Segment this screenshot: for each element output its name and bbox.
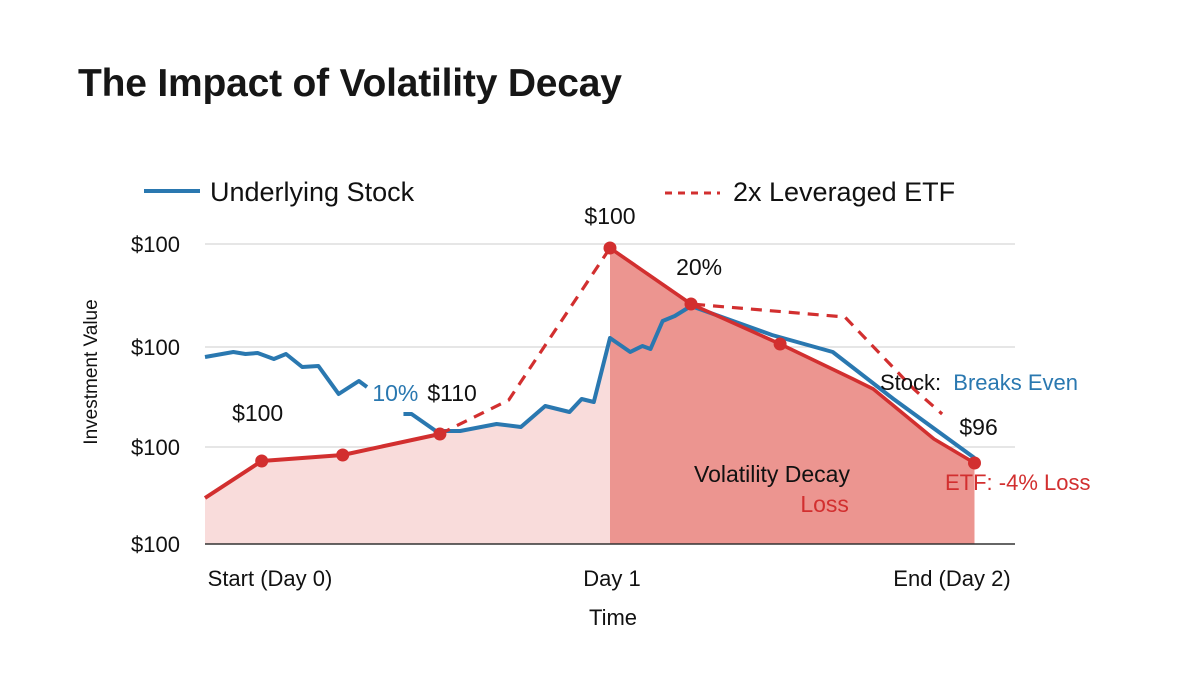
etf-marker xyxy=(603,241,617,255)
y-axis-label: Investment Value xyxy=(81,299,102,444)
annotation-96: $96 xyxy=(959,414,997,440)
x-tick-label: Start (Day 0) xyxy=(208,566,333,591)
y-tick-labels: $100 $100 $100 $100 xyxy=(131,232,180,557)
etf-callout: ETF: -4% Loss xyxy=(945,470,1090,495)
annotation-20pct: 20% xyxy=(676,254,722,280)
stock-line xyxy=(204,350,369,396)
etf-line xyxy=(203,432,441,500)
etf-marker xyxy=(336,448,350,462)
y-tick-label: $100 xyxy=(131,532,180,557)
y-tick-label: $100 xyxy=(131,435,180,460)
annotation-peak: $100 xyxy=(584,203,635,229)
x-axis-label: Time xyxy=(589,605,637,630)
stock-line xyxy=(403,304,976,460)
y-tick-label: $100 xyxy=(131,335,180,360)
stock-callout: Stock: Breaks Even xyxy=(880,370,1078,395)
end-callouts: Stock: Breaks Even ETF: -4% Loss xyxy=(880,370,1090,495)
x-tick-label: Day 1 xyxy=(583,566,640,591)
data-markers xyxy=(255,241,981,470)
annotation-10pct: 10% xyxy=(372,380,418,406)
stock-callout-label: Stock: xyxy=(880,370,941,395)
annotations: $100 10% $110 $100 20% $96 Volatility Decay Los… xyxy=(232,203,998,517)
annotation-start: $100 xyxy=(232,400,283,426)
legend: Underlying Stock 2x Leveraged ETF xyxy=(144,177,955,207)
etf-marker xyxy=(433,427,447,441)
legend-label-stock: Underlying Stock xyxy=(210,177,415,207)
chart-title: The Impact of Volatility Decay xyxy=(78,62,622,105)
stock-callout-value: Breaks Even xyxy=(953,370,1078,395)
annotation-loss: Loss xyxy=(800,491,849,517)
y-tick-label: $100 xyxy=(131,232,180,257)
x-tick-labels: Start (Day 0) Day 1 End (Day 2) xyxy=(208,566,1011,591)
volatility-decay-loss-region xyxy=(610,248,975,544)
etf-dashed-line xyxy=(439,245,944,436)
x-tick-label: End (Day 2) xyxy=(893,566,1010,591)
etf-marker xyxy=(773,337,787,351)
etf-marker xyxy=(255,454,269,468)
etf-marker xyxy=(684,297,698,311)
shaded-regions xyxy=(205,248,975,544)
etf-marker xyxy=(968,456,981,470)
annotation-110: $110 xyxy=(427,380,476,406)
annotation-decay: Volatility Decay xyxy=(694,461,850,487)
legend-label-etf: 2x Leveraged ETF xyxy=(733,177,955,207)
